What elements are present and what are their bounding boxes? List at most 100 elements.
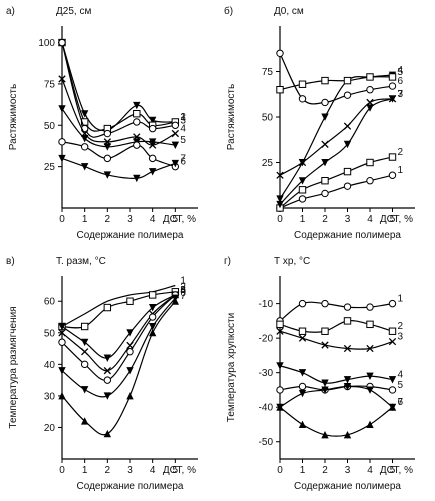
- x-tick-label-a: 2: [105, 214, 111, 225]
- y-axis-title-d: Температура хрупкости: [226, 313, 237, 422]
- series-label-b-3: 3: [398, 89, 404, 100]
- data-point-b-3: [343, 140, 352, 149]
- y-unit-title-a: Д25, см: [56, 6, 91, 17]
- series-label-d-7: 7: [398, 397, 404, 408]
- data-point-c-4: [81, 348, 89, 356]
- data-point-c-7: [58, 392, 66, 400]
- x-tick-label-d: 3: [345, 465, 351, 476]
- data-point-b-5: [366, 73, 374, 81]
- data-point-a-1: [148, 116, 157, 125]
- data-point-d-4: [343, 376, 352, 384]
- data-point-d-3: [366, 344, 374, 353]
- data-point-b-5: [343, 76, 352, 85]
- data-point-c-3: [80, 338, 89, 347]
- x-unit-label-d: ДСТ, %: [380, 465, 413, 476]
- data-point-a-7: [148, 168, 157, 176]
- x-tick-label-c: 1: [82, 465, 88, 476]
- series-label-a-7: 7: [180, 153, 186, 164]
- series-label-b-6: 6: [398, 76, 404, 87]
- series-c-5: [58, 291, 180, 384]
- data-point-c-2: [103, 303, 112, 312]
- data-point-b-1: [343, 182, 352, 190]
- y-tick-label-a: 75: [44, 79, 56, 90]
- series-label-b-7: 7: [398, 89, 404, 100]
- series-c-6: [58, 294, 180, 400]
- data-point-d-4: [298, 369, 307, 377]
- series-label-a-1: 1: [180, 112, 186, 123]
- series-label-a-3: 3: [180, 115, 186, 126]
- series-b-1: [276, 171, 397, 212]
- series-label-b-4: 4: [398, 65, 404, 76]
- data-point-d-5: [276, 386, 284, 394]
- data-point-a-7: [171, 159, 180, 168]
- data-point-b-4: [276, 195, 284, 203]
- series-a-4: [58, 75, 179, 149]
- y-axis-title-b: Растяжимость: [226, 84, 237, 150]
- panel-letter-c: в): [6, 256, 15, 267]
- series-d-2: [276, 317, 397, 335]
- data-point-b-5: [321, 76, 329, 85]
- y-tick-label-b: 50: [262, 113, 274, 124]
- data-point-c-7: [148, 328, 157, 337]
- data-point-b-7: [276, 171, 284, 179]
- panel-letter-d: г): [224, 256, 231, 267]
- series-label-a-6: 6: [180, 157, 186, 168]
- data-point-c-5: [58, 338, 66, 346]
- series-a-1: [58, 39, 180, 135]
- y-tick-label-c: 30: [44, 391, 56, 402]
- y-tick-label-d: -30: [259, 368, 274, 379]
- data-point-c-6: [58, 367, 66, 375]
- data-point-c-6: [103, 392, 112, 400]
- x-tick-label-d: 0: [277, 465, 283, 476]
- data-point-d-3: [388, 337, 397, 346]
- x-tick-label-d: 1: [300, 465, 306, 476]
- series-line-a-1: [61, 42, 176, 132]
- data-point-a-3: [103, 129, 112, 138]
- data-point-d-7: [321, 430, 329, 439]
- data-point-b-2: [343, 167, 352, 176]
- data-point-a-7: [58, 154, 66, 163]
- data-point-d-3: [276, 327, 284, 335]
- chart-panel-a: а) Д25, см 0 1 2 3 4 5 ДСТ, % Содержание полимера…: [0, 0, 218, 250]
- series-line-a-4: [61, 78, 176, 146]
- series-line-b-7: [279, 98, 393, 176]
- y-axis-title-a: Растяжимость: [8, 84, 19, 150]
- series-label-b-1: 1: [398, 165, 404, 176]
- data-point-d-6: [343, 382, 352, 391]
- data-point-a-6: [58, 138, 66, 146]
- data-point-c-7: [103, 429, 112, 438]
- data-point-d-6: [366, 386, 374, 394]
- data-point-d-2: [343, 317, 352, 325]
- data-point-a-4: [58, 75, 66, 83]
- data-point-a-6: [148, 154, 157, 163]
- data-point-d-4: [366, 372, 374, 381]
- data-point-b-6: [388, 82, 397, 90]
- series-line-d-2: [279, 320, 393, 333]
- series-label-d-5: 5: [398, 380, 404, 391]
- data-point-d-1: [321, 299, 329, 308]
- y-unit-title-b: Д0, см: [274, 6, 304, 17]
- x-tick-label-a: 4: [150, 214, 156, 225]
- x-tick-label-b: 5: [390, 214, 396, 225]
- series-line-d-4: [279, 365, 393, 384]
- series-label-c-5: 5: [180, 285, 186, 296]
- data-point-d-2: [276, 320, 284, 329]
- series-label-b-5: 5: [398, 67, 404, 78]
- x-tick-label-b: 4: [367, 214, 373, 225]
- data-point-a-3: [133, 118, 141, 126]
- data-point-b-2: [388, 153, 397, 161]
- y-tick-label-c: 50: [44, 328, 56, 339]
- data-point-a-5: [148, 138, 157, 146]
- data-point-c-2: [148, 291, 157, 299]
- series-a-7: [58, 154, 180, 183]
- series-label-b-2: 2: [398, 147, 404, 158]
- x-tick-label-c: 4: [150, 465, 156, 476]
- data-point-d-7: [388, 403, 397, 411]
- series-d-3: [276, 327, 397, 353]
- data-point-d-1: [388, 299, 397, 308]
- chart-panel-b: б) Д0, см 0 1 2 3 4 5 ДСТ, % Содержание полимера 2…: [218, 0, 435, 250]
- x-axis-title-c: Содержание полимера: [77, 481, 184, 492]
- data-point-b-7: [388, 95, 397, 103]
